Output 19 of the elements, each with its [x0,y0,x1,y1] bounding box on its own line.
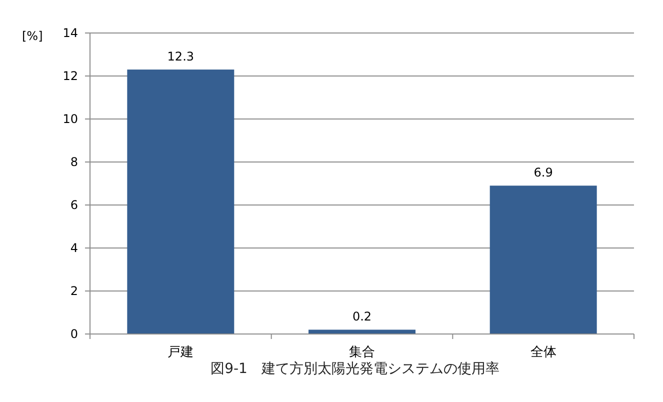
x-tick-label: 集合 [349,345,375,360]
data-label: 6.9 [534,166,553,180]
y-tick-label: 0 [70,327,78,341]
bar [127,70,234,334]
data-label: 0.2 [352,310,372,324]
y-tick-label: 6 [70,198,78,212]
y-tick-label: 8 [70,155,78,169]
data-label: 12.3 [167,50,194,64]
y-tick-label: 2 [70,284,78,298]
bar [308,330,416,334]
y-tick-label: 14 [62,26,78,40]
bar [490,186,597,334]
y-tick-label: 12 [62,69,78,83]
text: 図9-1 建て方別太陽光発電システムの使用率 [210,361,500,377]
y-tick-label: 4 [70,241,78,255]
x-tick-label: 戸建 [168,345,194,360]
x-tick-label: 全体 [530,345,556,360]
y-tick-label: 10 [62,112,78,126]
y-axis-title: [%] [22,29,43,43]
